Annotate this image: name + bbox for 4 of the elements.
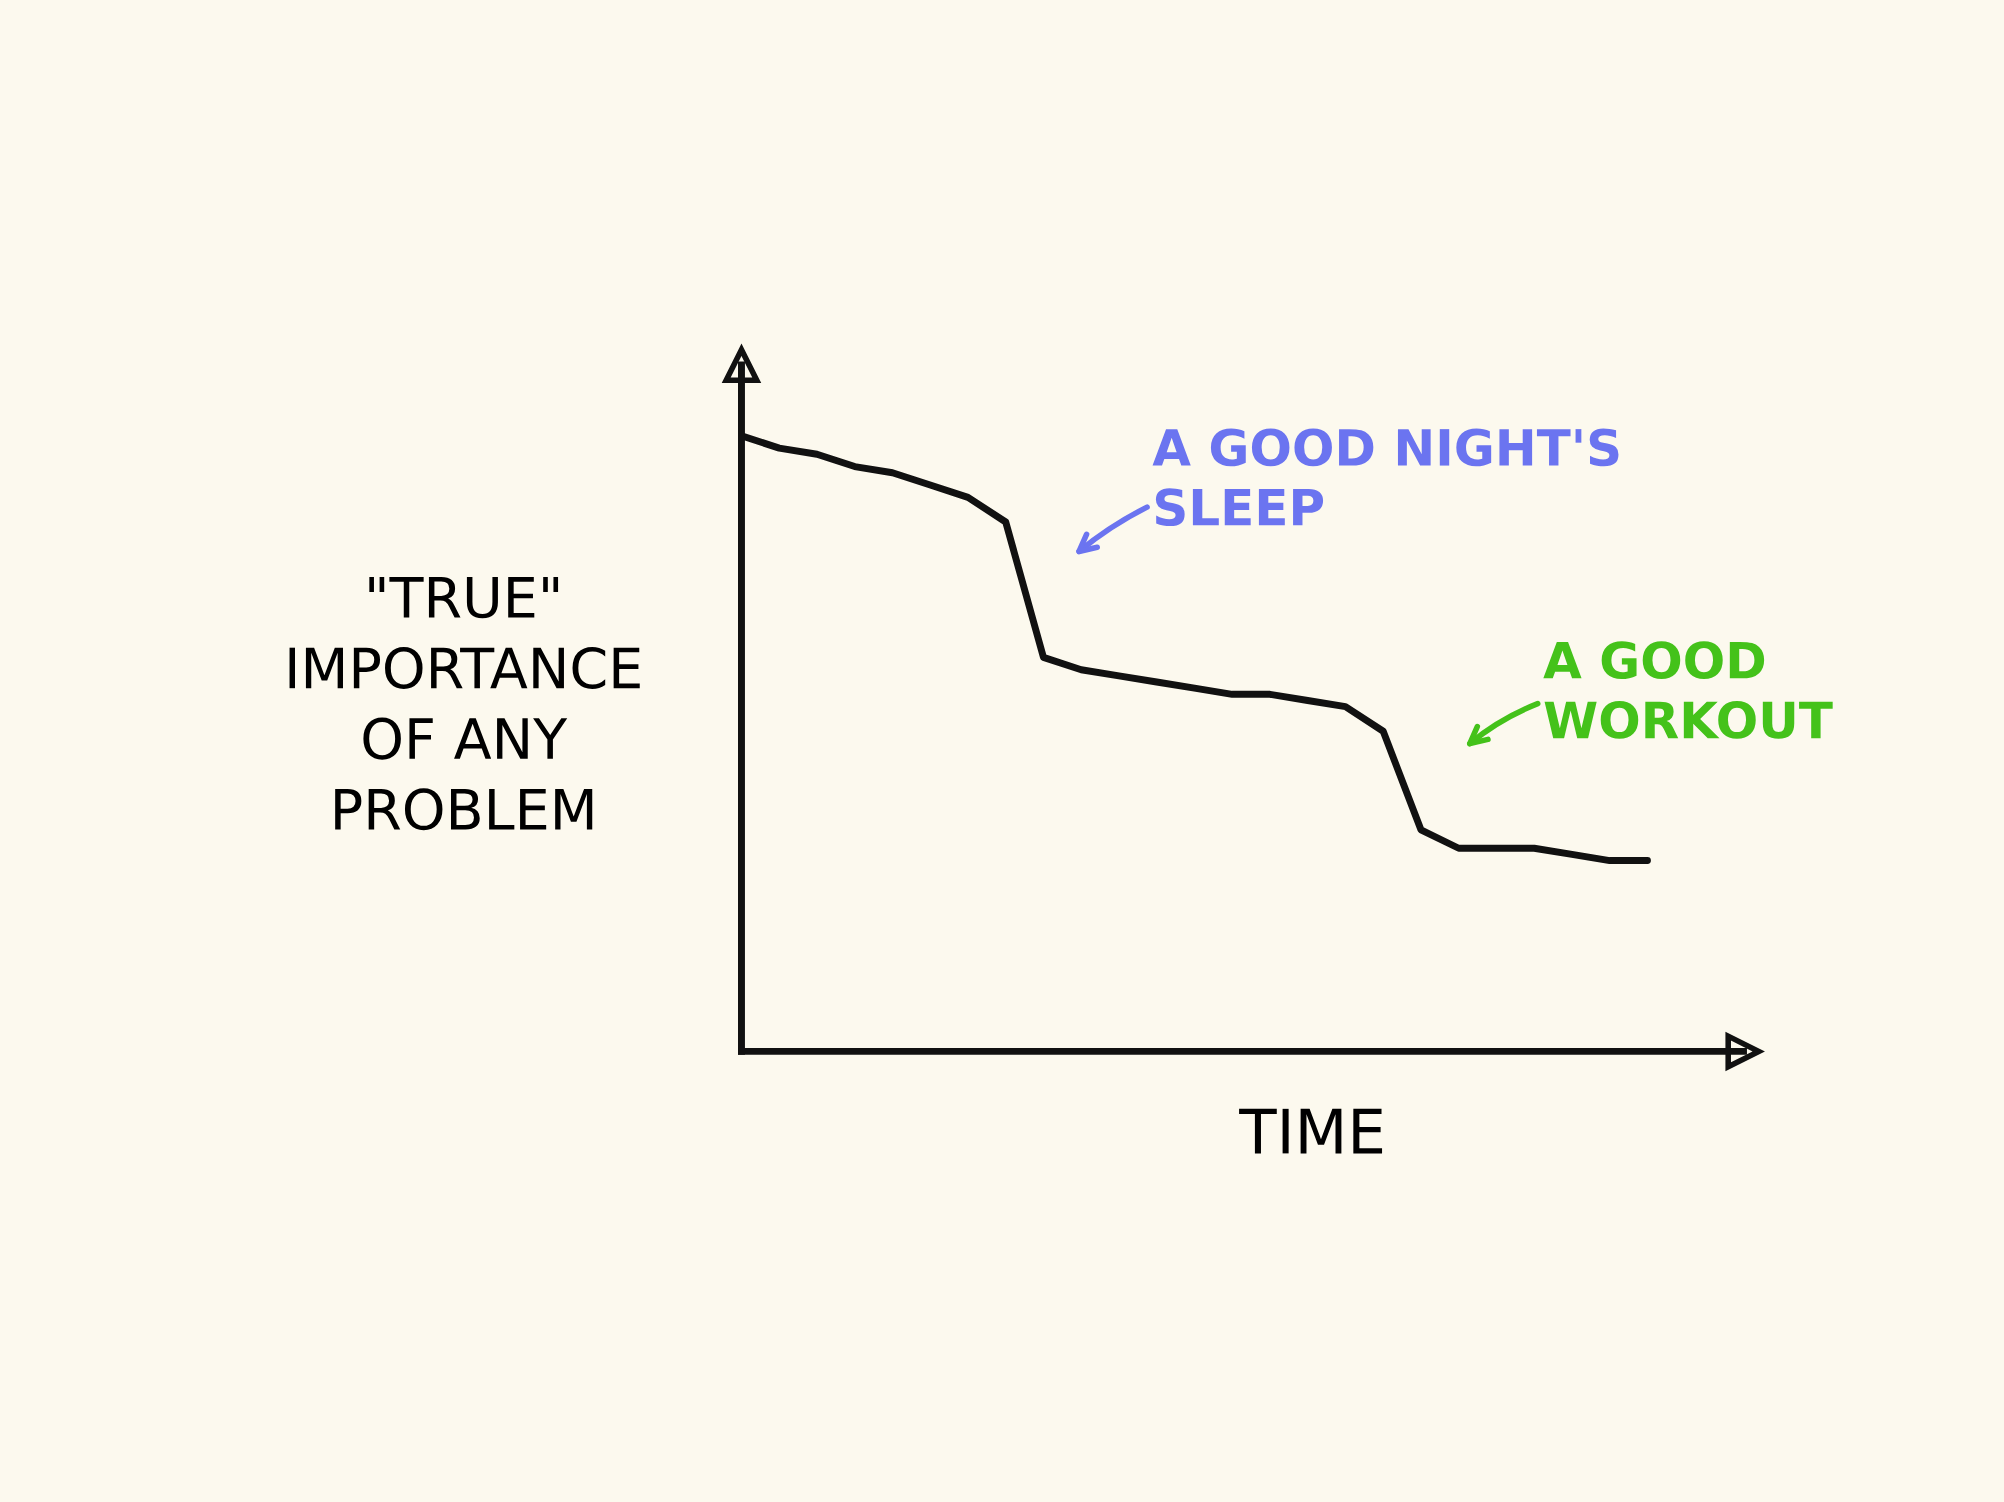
annotation: A GOOD NIGHT'S SLEEP xyxy=(1152,428,1619,527)
annotation: A GOOD WORKOUT xyxy=(1543,641,1833,739)
x-axis-title: TIME xyxy=(1239,1108,1383,1154)
y-axis-title: "TRUE" IMPORTANCE OF ANY PROBLEM xyxy=(289,577,640,831)
